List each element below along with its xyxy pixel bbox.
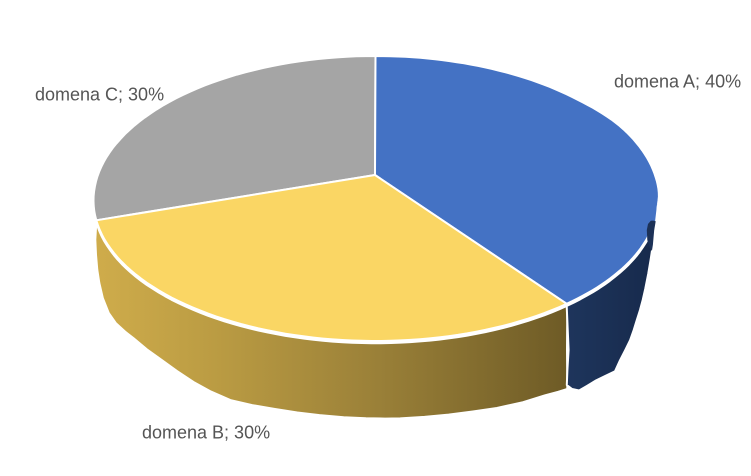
svg-text:domena A; 40%: domena A; 40%	[614, 72, 741, 92]
svg-text:domena B; 30%: domena B; 30%	[142, 423, 270, 443]
svg-text:domena C; 30%: domena C; 30%	[35, 85, 164, 105]
